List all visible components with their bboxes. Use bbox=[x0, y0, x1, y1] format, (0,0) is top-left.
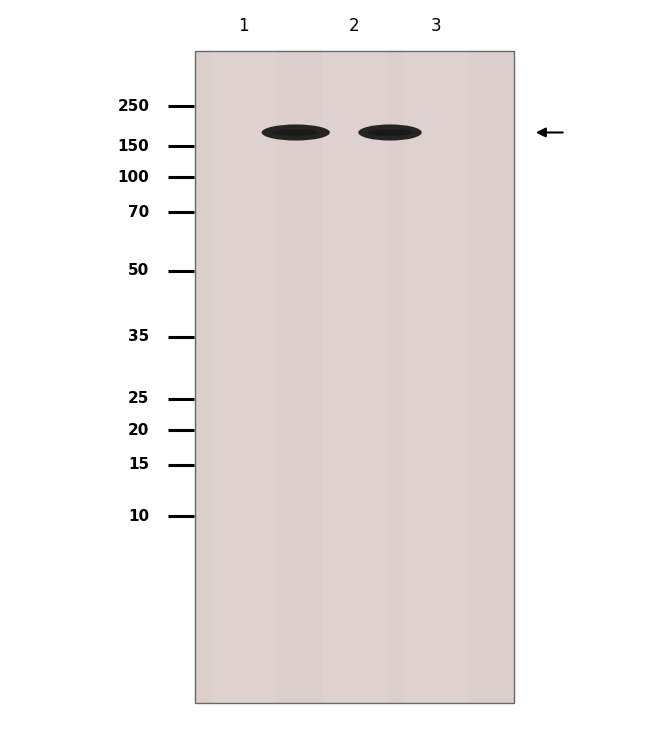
Ellipse shape bbox=[368, 130, 412, 135]
Text: 70: 70 bbox=[128, 205, 150, 220]
Ellipse shape bbox=[261, 124, 330, 141]
Ellipse shape bbox=[272, 130, 320, 135]
Text: 250: 250 bbox=[118, 99, 150, 113]
Bar bbox=[211, 51, 276, 703]
Bar bbox=[195, 51, 514, 703]
Text: 15: 15 bbox=[129, 458, 150, 472]
Text: 25: 25 bbox=[128, 392, 150, 406]
Ellipse shape bbox=[358, 124, 422, 141]
Text: 150: 150 bbox=[118, 139, 150, 154]
Text: 1: 1 bbox=[239, 17, 249, 34]
Text: 50: 50 bbox=[128, 264, 150, 278]
Text: 100: 100 bbox=[118, 170, 150, 184]
Text: 2: 2 bbox=[349, 17, 359, 34]
Bar bbox=[322, 51, 387, 703]
Bar bbox=[403, 51, 468, 703]
Text: 35: 35 bbox=[128, 329, 150, 344]
Text: 10: 10 bbox=[129, 509, 150, 523]
Text: 3: 3 bbox=[430, 17, 441, 34]
Text: 20: 20 bbox=[128, 423, 150, 438]
